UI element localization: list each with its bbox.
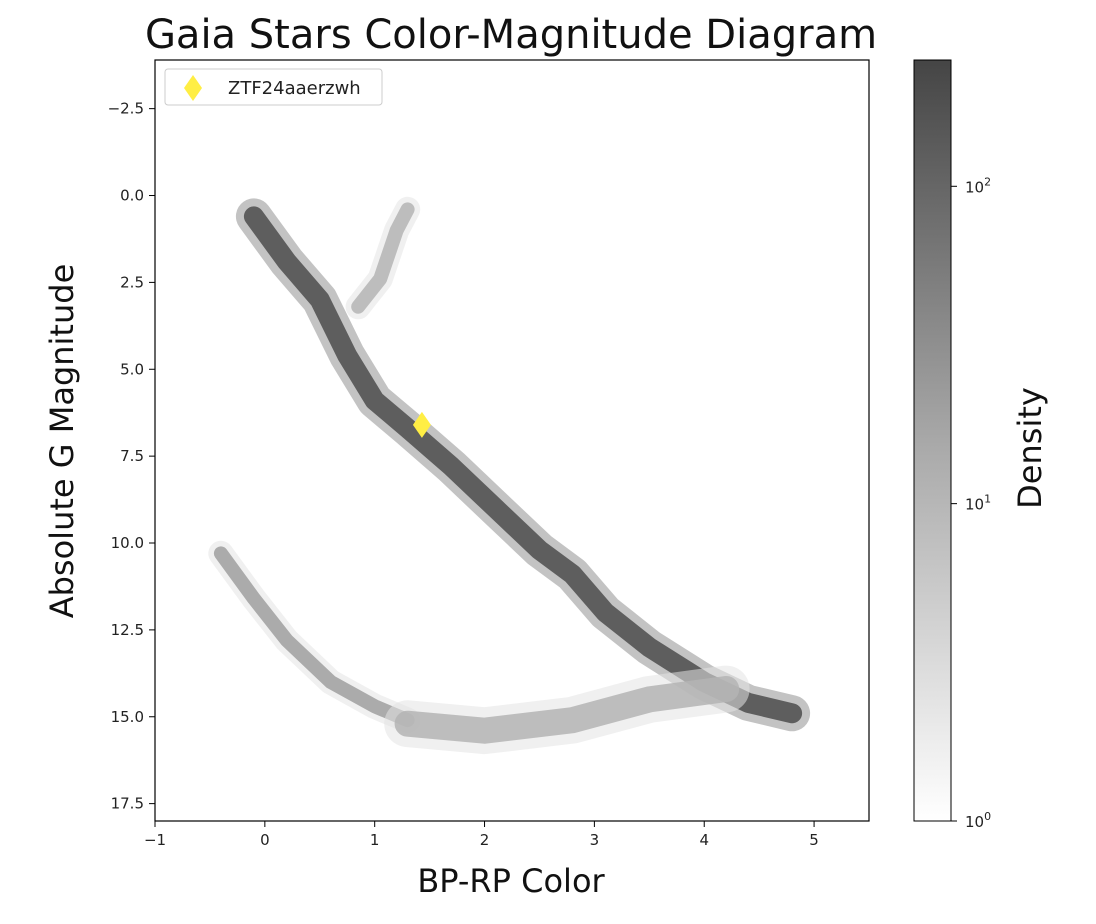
giant-branch [351,202,415,314]
colorbar-label: Density [1011,387,1049,509]
x-tick-label: 1 [370,831,380,849]
y-tick-label: 7.5 [120,447,144,465]
y-tick-label: 5.0 [120,360,144,378]
y-axis-title: Absolute G Magnitude [43,264,81,619]
x-tick-label: 0 [260,831,270,849]
x-tick-label: 5 [809,831,819,849]
y-tick-label: 17.5 [111,795,144,813]
y-tick-label: −2.5 [108,100,144,118]
y-tick-label: 2.5 [120,273,144,291]
marker-layer [412,411,431,438]
y-tick-label: 0.0 [120,187,144,205]
legend-label: ZTF24aaerzwh [228,78,361,99]
x-axis-title: BP-RP Color [417,862,605,900]
legend-box [164,68,383,106]
plot-frame [154,59,870,822]
density-map [208,196,811,755]
x-tick-label: −1 [144,831,166,849]
x-tick-label: 3 [590,831,600,849]
x-axis: −1 0 1 2 3 4 5 [144,821,819,849]
legend-marker-diamond [184,75,202,101]
colorbar-tick-label: 102 [965,175,991,196]
faint-bridge [394,676,740,744]
colorbar-tick-label: 101 [965,493,991,514]
data-point-marker [412,411,431,438]
x-tick-label: 2 [480,831,490,849]
y-tick-label: 15.0 [111,708,144,726]
y-tick-label: 12.5 [111,621,144,639]
colorbar-tick-label: 100 [965,810,991,831]
legend: ZTF24aaerzwh [164,68,383,106]
y-axis: −2.5 0.0 2.5 5.0 7.5 10.0 12.5 15.0 17.5 [108,100,155,813]
white-dwarf-sequence [213,546,415,728]
x-tick-label: 4 [699,831,709,849]
chart-title: Gaia Stars Color-Magnitude Diagram [145,12,877,58]
main-sequence [243,206,803,724]
colorbar-axis: 100 101 102 [951,175,991,831]
colorbar [913,59,952,822]
y-tick-label: 10.0 [111,534,144,552]
